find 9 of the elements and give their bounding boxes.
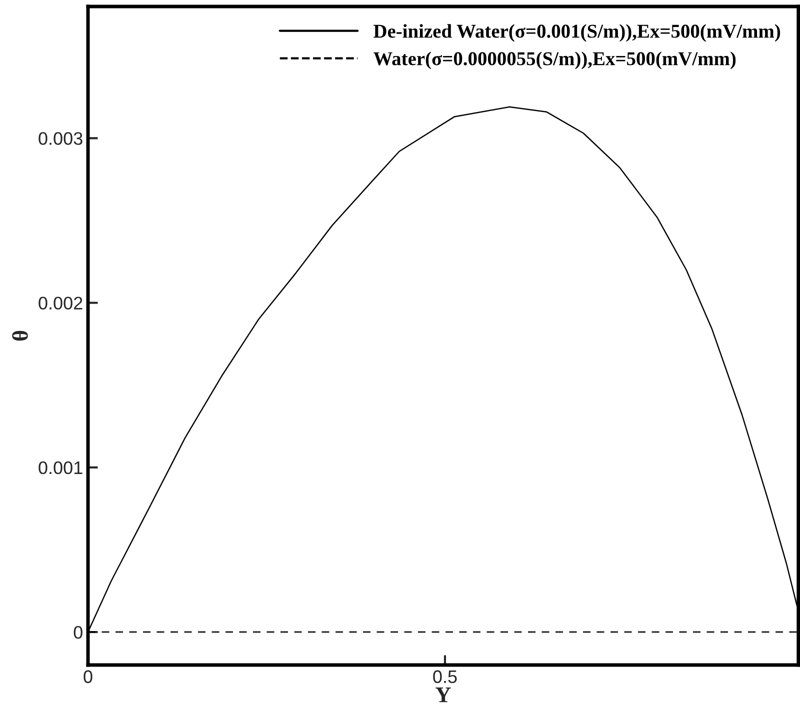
y-tick-label: 0.003	[38, 132, 82, 145]
y-tick-label: 0	[74, 626, 82, 639]
y-tick-label: 0.001	[38, 461, 82, 474]
x-tick-label: 0.5	[433, 670, 457, 684]
y-axis-title: θ	[12, 330, 28, 341]
legend-label: De-inized Water(σ=0.001(S/m)),Ex=500(mV/mm)	[374, 24, 780, 42]
legend-label: Water(σ=0.0000055(S/m)),Ex=500(mV/mm)	[373, 52, 736, 70]
y-tick-label: 0.002	[38, 296, 82, 310]
x-axis-title: Y	[436, 688, 451, 702]
